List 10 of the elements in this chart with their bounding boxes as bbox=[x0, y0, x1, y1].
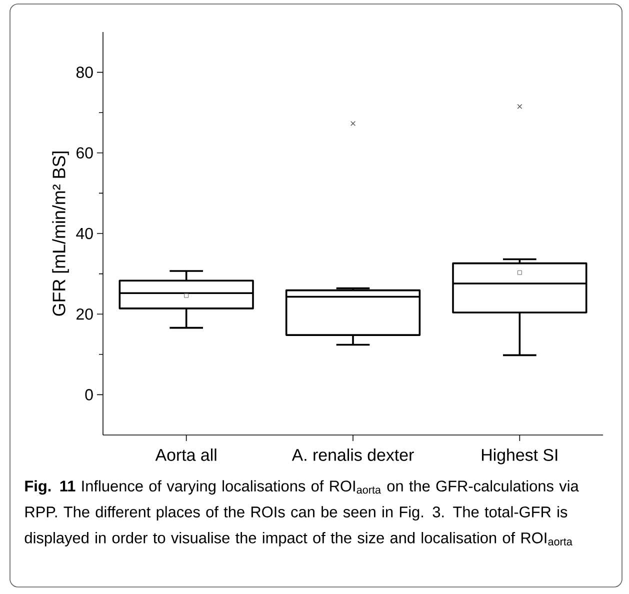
y-tick-label: 80 bbox=[76, 66, 93, 78]
y-tick-label: 40 bbox=[76, 228, 93, 240]
x-tick-label: Aorta all bbox=[155, 448, 216, 461]
y-tick-label: 0 bbox=[85, 389, 93, 400]
y-axis-title: GFR [mL/min/m² BS] bbox=[52, 152, 69, 316]
text: Fig. 11 Influence of varying localisations of ROI$_{aorta}$ on the GFR-calculations via RPP. The different places of the ROIs can be seen in Fig. 3. The total-GFR is displayed in order to visualise the impact of the size and localisation of ROI$_{aorta}$ bbox=[24, 480, 579, 546]
x-tick-label: Highest SI bbox=[482, 448, 558, 464]
x-tick-label: A. renalis dexter bbox=[292, 448, 414, 461]
y-tick-label: 20 bbox=[76, 308, 93, 320]
y-tick-label: 60 bbox=[76, 147, 93, 159]
